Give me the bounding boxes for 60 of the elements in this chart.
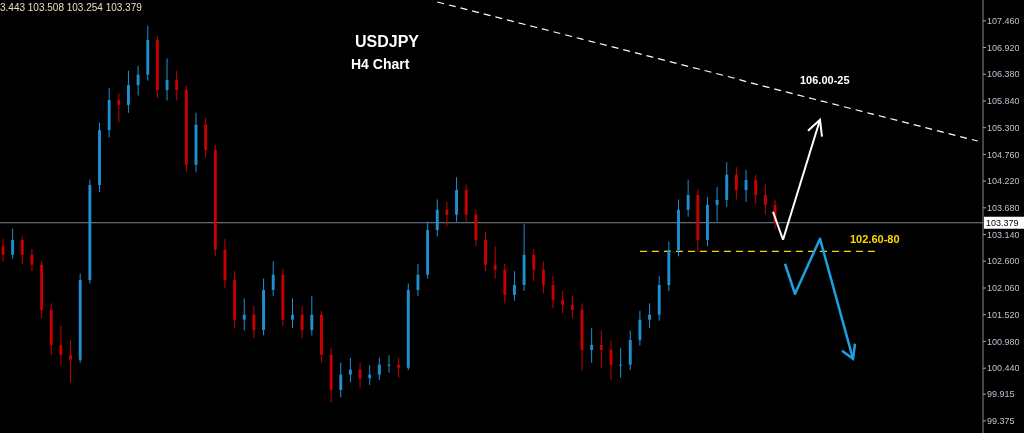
candlestick — [11, 228, 15, 260]
candlestick — [377, 357, 381, 381]
candlestick — [619, 347, 623, 379]
candlestick — [175, 70, 179, 101]
y-tick-label: 99.915 — [987, 389, 1015, 400]
candlestick — [300, 305, 304, 339]
y-tick-label: 107.460 — [987, 15, 1020, 26]
candlestick — [291, 297, 294, 329]
candlestick — [339, 362, 343, 398]
candlestick — [754, 174, 758, 205]
candlestick — [715, 186, 719, 223]
candlestick — [638, 310, 642, 346]
candlestick — [599, 330, 603, 369]
annotation: 106.00-25 — [800, 74, 850, 86]
y-tick-label: 104.760 — [987, 149, 1020, 160]
y-tick-label: 105.300 — [987, 122, 1020, 133]
candlestick — [252, 305, 256, 339]
line-series — [436, 1, 979, 142]
y-tick-label: 104.220 — [987, 176, 1020, 187]
candlestick — [310, 295, 314, 337]
annotation: 3.443 103.508 103.254 103.379 — [0, 2, 143, 13]
candlestick — [493, 245, 497, 280]
candlestick — [435, 198, 439, 238]
candlestick — [590, 327, 594, 364]
y-tick-label: 101.520 — [987, 309, 1020, 320]
annotation: 102.60-80 — [850, 233, 900, 246]
candlestick — [541, 260, 545, 294]
text: USDJPY — [355, 33, 420, 50]
y-tick-label: 106.920 — [987, 42, 1020, 53]
y-tick-label: 106.380 — [987, 69, 1020, 80]
candlestick — [242, 297, 246, 332]
candlestick — [136, 65, 140, 97]
ref-line-label: 103.379 — [986, 217, 1019, 228]
text: H4 Chart — [351, 56, 410, 72]
y-tick-label: 105.840 — [987, 96, 1020, 107]
candlestick — [348, 357, 352, 384]
candlestick — [561, 290, 565, 314]
candlestick — [20, 236, 24, 265]
candlestick — [271, 260, 275, 297]
y-tick-label: 103.140 — [987, 229, 1020, 240]
candlestick — [59, 325, 63, 366]
y-tick-label: 100.980 — [987, 336, 1020, 347]
candlestick — [734, 166, 738, 200]
candlestick — [117, 92, 121, 124]
y-tick-label: 103.680 — [987, 202, 1020, 213]
y-tick-label: 102.060 — [987, 283, 1020, 294]
y-tick-label: 99.375 — [987, 416, 1015, 427]
candlestick — [127, 70, 130, 114]
candlestick — [445, 201, 449, 228]
candlestick — [513, 270, 516, 302]
candlestick — [763, 184, 767, 215]
candlestick — [397, 357, 401, 379]
y-tick-label: 102.600 — [987, 256, 1020, 267]
candlestick — [368, 364, 372, 386]
candlestick — [686, 179, 690, 218]
candlestick — [532, 248, 536, 282]
candlestick — [570, 295, 574, 319]
candlestick — [648, 302, 651, 329]
y-tick-label: 100.440 — [987, 363, 1020, 374]
candlestick — [69, 339, 72, 383]
